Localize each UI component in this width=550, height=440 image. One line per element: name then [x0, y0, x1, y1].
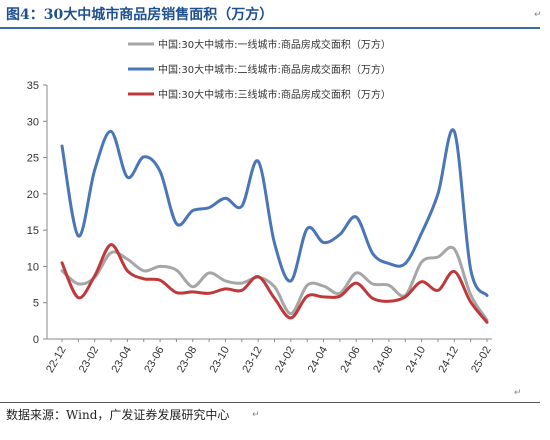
series-line-1 [60, 245, 489, 322]
y-tick-label: 25 [27, 153, 39, 165]
y-tick-label: 35 [27, 80, 39, 92]
x-tick-label: 23-06 [142, 345, 166, 375]
y-tick-label: 30 [27, 116, 39, 128]
plot-lines [60, 128, 489, 324]
x-tick-label: 23-04 [110, 345, 134, 375]
legend-label-1: 中国:30大中城市:一线城市:商品房成交面积（万方） [158, 38, 391, 51]
x-tick-label: 23-02 [77, 345, 101, 375]
x-tick-label: 24-12 [436, 345, 460, 375]
x-tick-label: 23-10 [208, 345, 232, 375]
x-axis: 22-12 23-02 23-04 23-06 23-08 23-10 23-12 24-02… [44, 338, 494, 375]
y-tick-label: 5 [33, 298, 39, 310]
x-tick-label: 25-02 [469, 345, 493, 375]
x-tick-label: 24-04 [306, 345, 330, 375]
source-divider [0, 402, 540, 403]
x-tick-label: 24-08 [371, 345, 395, 375]
series-line-2 [60, 128, 489, 297]
title-divider [0, 27, 540, 29]
y-tick-label: 0 [33, 334, 39, 346]
x-tick-label: 24-02 [273, 345, 297, 375]
y-axis: 0 5 10 15 20 25 30 35 [27, 80, 48, 346]
y-tick-label: 10 [27, 261, 39, 273]
paragraph-mark-icon: ↵ [534, 10, 542, 20]
legend-label-2: 中国:30大中城市:二线城市:商品房成交面积（万方） [158, 63, 391, 76]
data-source-note: 数据来源：Wind，广发证券发展研究中心 [6, 408, 230, 422]
series-line-3 [60, 243, 489, 324]
paragraph-mark-icon: ↵ [514, 388, 522, 398]
legend: 中国:30大中城市:一线城市:商品房成交面积（万方） 中国:30大中城市:二线城市… [128, 38, 391, 101]
x-tick-label: 23-08 [175, 345, 199, 375]
x-tick-label: 24-10 [404, 345, 428, 375]
legend-label-3: 中国:30大中城市:三线城市:商品房成交面积（万方） [158, 88, 391, 101]
y-tick-label: 15 [27, 225, 39, 237]
x-tick-label: 24-06 [338, 345, 362, 375]
paragraph-mark-icon: ↵ [252, 410, 260, 420]
chart-title: 图4：30大中城市商品房销售面积（万方） [6, 7, 274, 23]
x-tick-label: 22-12 [44, 345, 68, 375]
x-tick-label: 23-12 [240, 345, 264, 375]
line-chart: 中国:30大中城市:一线城市:商品房成交面积（万方） 中国:30大中城市:二线城市… [27, 38, 494, 375]
y-tick-label: 20 [27, 189, 39, 201]
